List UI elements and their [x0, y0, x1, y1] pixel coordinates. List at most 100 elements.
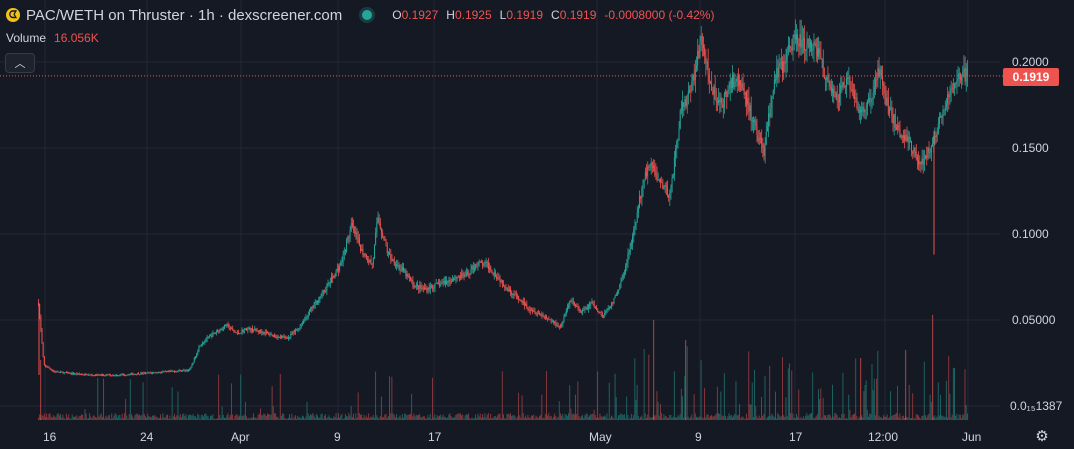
candle-body — [278, 336, 280, 338]
candle-body — [626, 263, 628, 267]
candle-body — [422, 287, 424, 289]
candle-body — [658, 179, 660, 181]
candle-body — [568, 305, 570, 308]
y-tick-label: 0.05000 — [1012, 313, 1056, 327]
volume-bar — [879, 417, 881, 420]
volume-bar — [632, 418, 633, 420]
gear-icon[interactable]: ⚙ — [1035, 428, 1049, 445]
volume-bar — [964, 369, 966, 420]
volume-bar — [490, 413, 492, 420]
candle-body — [607, 308, 609, 311]
volume-bar — [866, 409, 868, 420]
volume-bar — [921, 415, 923, 420]
candle-body — [42, 343, 44, 358]
volume-bar — [498, 413, 500, 420]
volume-bar — [378, 418, 380, 420]
candle-body — [775, 79, 776, 81]
volume-bar — [505, 418, 507, 420]
volume-bar — [583, 418, 585, 420]
candle-body — [171, 371, 173, 373]
candle-body — [744, 91, 746, 95]
volume-bar — [458, 413, 460, 420]
candle-body — [420, 284, 422, 288]
candle-body — [377, 217, 379, 223]
volume-bar — [332, 418, 334, 420]
volume-bar — [825, 415, 826, 420]
volume-bar — [450, 416, 452, 420]
candle-body — [890, 107, 892, 109]
candle-body — [68, 372, 70, 374]
candle-body — [829, 80, 831, 87]
candle-body — [304, 319, 306, 321]
candle-body — [611, 302, 613, 308]
volume-bar — [555, 415, 557, 420]
volume-bar — [353, 413, 354, 420]
candle-body — [270, 334, 272, 336]
volume-bar — [65, 413, 67, 420]
candle-body — [71, 372, 73, 374]
candle-body — [845, 78, 847, 87]
candle-body — [814, 41, 816, 44]
volume-bar — [117, 417, 118, 420]
volume-bar — [506, 413, 508, 420]
candle-body — [89, 374, 91, 376]
candle-body — [680, 110, 682, 112]
volume-bar — [221, 406, 223, 420]
candle-body — [582, 310, 583, 313]
volume-bar — [287, 417, 289, 420]
candle-body — [736, 76, 738, 82]
candle-body — [489, 266, 490, 269]
volume-bar — [285, 418, 287, 420]
candle-body — [464, 274, 466, 277]
volume-bar — [933, 416, 935, 420]
candle-body — [665, 184, 667, 188]
volume-bar — [286, 418, 288, 420]
candle-body — [196, 354, 198, 358]
collapse-legend-button[interactable]: ︿ — [5, 53, 35, 73]
volume-bar — [158, 417, 160, 420]
candle-body — [811, 41, 812, 51]
volume-bar — [935, 417, 937, 420]
volume-bar — [642, 418, 644, 420]
x-tick-label: 24 — [140, 430, 154, 444]
candle-body — [218, 330, 220, 332]
candle-body — [800, 34, 802, 48]
volume-bar — [784, 416, 786, 420]
candle-body — [812, 49, 814, 51]
volume-bar — [183, 413, 185, 420]
volume-bar — [153, 415, 155, 420]
candle-body — [201, 343, 203, 345]
volume-bar — [162, 413, 164, 420]
candle-body — [765, 131, 767, 145]
volume-bar — [169, 415, 171, 420]
candle-body — [255, 328, 257, 331]
candle-body — [745, 91, 747, 105]
candle-body — [175, 371, 177, 373]
volume-bar — [785, 397, 787, 420]
candle-body — [334, 275, 336, 277]
candle-body — [472, 266, 474, 270]
candle-body — [248, 327, 250, 329]
candle-body — [250, 328, 252, 331]
volume-bar — [782, 357, 783, 420]
candle-body — [57, 371, 59, 373]
candle-body — [669, 193, 671, 198]
volume-bar — [675, 417, 676, 420]
volume-bar — [105, 415, 107, 420]
volume-bar — [694, 413, 696, 420]
candle-body — [707, 61, 709, 75]
volume-bar — [850, 417, 852, 420]
candle-body — [329, 282, 331, 284]
volume-bar — [200, 415, 202, 420]
volume-bar — [92, 415, 94, 420]
candle-body — [536, 313, 538, 315]
candle-body — [546, 316, 547, 319]
volume-bar — [122, 417, 124, 420]
candle-body — [779, 62, 781, 66]
volume-bar — [368, 413, 370, 420]
candle-body — [127, 374, 129, 376]
volume-bar — [940, 394, 942, 420]
volume-bar — [572, 413, 574, 420]
volume-bar — [178, 416, 180, 420]
